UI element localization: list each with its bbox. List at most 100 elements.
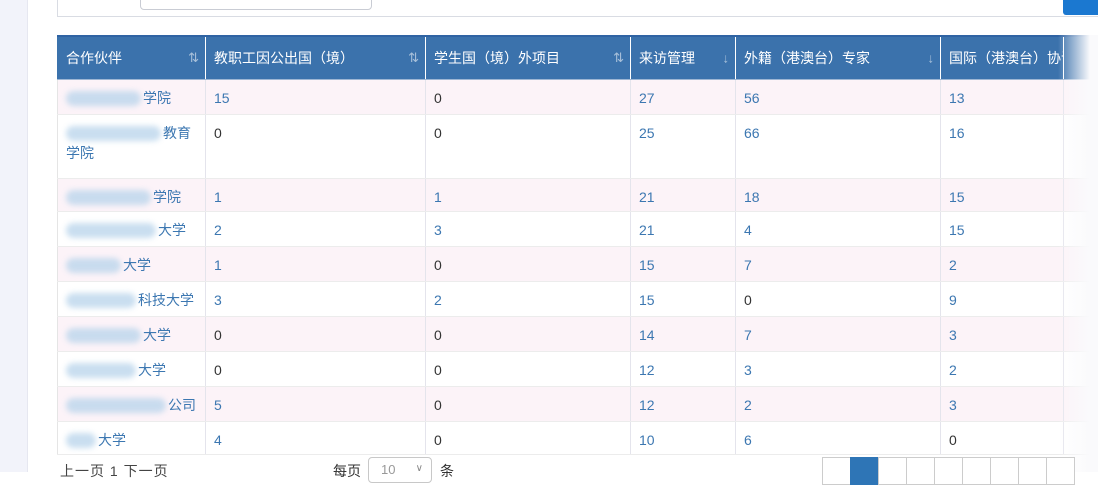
- value-cell[interactable]: 0: [426, 351, 631, 386]
- redacted-name-blur: [66, 223, 156, 238]
- partner-name-cell[interactable]: 大学: [58, 211, 206, 246]
- value-cell[interactable]: 1: [206, 178, 426, 211]
- value-cell[interactable]: 56: [736, 79, 941, 114]
- value-cell[interactable]: 0: [426, 386, 631, 421]
- partner-name-cell[interactable]: 公司: [58, 386, 206, 421]
- partner-name-cell[interactable]: 学院: [58, 178, 206, 211]
- partner-name-cell[interactable]: 大学: [58, 351, 206, 386]
- value-cell[interactable]: 1: [426, 178, 631, 211]
- table-row: 学院 1 1 21 18 15: [58, 178, 1098, 211]
- value-cell[interactable]: 1: [206, 246, 426, 281]
- page-button[interactable]: [1018, 457, 1047, 485]
- column-header-foreign-experts[interactable]: 外籍（港澳台）专家 ↓: [736, 36, 941, 79]
- value-cell[interactable]: 15: [941, 211, 1064, 246]
- value-cell[interactable]: 15: [631, 246, 736, 281]
- pagination-links[interactable]: 上一页 1 下一页: [60, 461, 169, 481]
- panel-border-vertical: [57, 0, 58, 17]
- partner-name-cell[interactable]: 教育学院: [58, 114, 206, 178]
- search-input[interactable]: [140, 0, 372, 10]
- table-row: 大学 0 0 12 3 2: [58, 351, 1098, 386]
- value-cell[interactable]: 16: [941, 114, 1064, 178]
- sort-desc-icon[interactable]: ↓: [723, 50, 730, 65]
- table-row: 大学 4 0 10 6 0: [58, 421, 1098, 454]
- partner-name-cell[interactable]: 大学: [58, 316, 206, 351]
- page-button[interactable]: [962, 457, 991, 485]
- page-button-active[interactable]: [850, 457, 879, 485]
- value-cell[interactable]: 0: [206, 114, 426, 178]
- primary-action-button[interactable]: [1063, 0, 1098, 15]
- value-cell[interactable]: 7: [736, 246, 941, 281]
- value-cell[interactable]: 12: [631, 386, 736, 421]
- value-cell[interactable]: 2: [941, 246, 1064, 281]
- page-button[interactable]: [990, 457, 1019, 485]
- value-cell[interactable]: 0: [736, 281, 941, 316]
- value-cell[interactable]: 0: [206, 316, 426, 351]
- value-cell[interactable]: 0: [426, 246, 631, 281]
- sort-icon[interactable]: ⇅: [188, 50, 199, 66]
- value-cell[interactable]: 0: [941, 421, 1064, 454]
- value-cell[interactable]: 27: [631, 79, 736, 114]
- column-header-student-programs[interactable]: 学生国（境）外项目 ⇅: [426, 36, 631, 79]
- column-header-filler: [1064, 36, 1098, 79]
- value-cell[interactable]: 2: [206, 211, 426, 246]
- column-header-staff-abroad[interactable]: 教职工因公出国（境） ⇅: [206, 36, 426, 79]
- chevron-down-icon: ∨: [416, 463, 423, 474]
- value-cell[interactable]: 4: [736, 211, 941, 246]
- value-cell[interactable]: 25: [631, 114, 736, 178]
- table-row: 大学 2 3 21 4 15: [58, 211, 1098, 246]
- sort-desc-icon[interactable]: ↓: [928, 50, 935, 65]
- per-page-label: 每页: [333, 461, 361, 481]
- value-cell[interactable]: 0: [426, 114, 631, 178]
- value-cell[interactable]: 7: [736, 316, 941, 351]
- value-cell[interactable]: 3: [426, 211, 631, 246]
- redacted-name-blur: [66, 398, 166, 413]
- partner-name-cell[interactable]: 科技大学: [58, 281, 206, 316]
- partner-name-cell[interactable]: 大学: [58, 421, 206, 454]
- value-cell[interactable]: 5: [206, 386, 426, 421]
- value-cell[interactable]: 15: [631, 281, 736, 316]
- column-header-visits[interactable]: 来访管理 ↓: [631, 36, 736, 79]
- value-cell[interactable]: 3: [736, 351, 941, 386]
- per-page-select[interactable]: 10 ∨: [368, 457, 432, 483]
- table-row: 大学 1 0 15 7 2: [58, 246, 1098, 281]
- redacted-name-blur: [66, 126, 161, 141]
- value-cell[interactable]: 3: [941, 386, 1064, 421]
- redacted-name-blur: [66, 363, 136, 378]
- value-cell[interactable]: 9: [941, 281, 1064, 316]
- value-cell[interactable]: 0: [206, 351, 426, 386]
- sort-icon[interactable]: ⇅: [613, 50, 624, 66]
- page-button-prev[interactable]: [822, 457, 851, 485]
- column-header-intl-agreements[interactable]: 国际（港澳台）协议: [941, 36, 1064, 79]
- value-cell[interactable]: 18: [736, 178, 941, 211]
- value-cell[interactable]: 6: [736, 421, 941, 454]
- value-cell[interactable]: 21: [631, 211, 736, 246]
- page-button[interactable]: [934, 457, 963, 485]
- value-cell[interactable]: 0: [426, 316, 631, 351]
- value-cell[interactable]: 0: [426, 79, 631, 114]
- column-header-partner[interactable]: 合作伙伴 ⇅: [58, 36, 206, 79]
- value-cell[interactable]: 4: [206, 421, 426, 454]
- value-cell[interactable]: 0: [426, 421, 631, 454]
- partner-name-cell[interactable]: 学院: [58, 79, 206, 114]
- value-cell[interactable]: 15: [941, 178, 1064, 211]
- page-button[interactable]: [878, 457, 907, 485]
- value-cell[interactable]: 2: [426, 281, 631, 316]
- value-cell[interactable]: 14: [631, 316, 736, 351]
- sort-icon[interactable]: ⇅: [408, 50, 419, 66]
- page-button-next[interactable]: [1046, 457, 1075, 485]
- value-cell[interactable]: 21: [631, 178, 736, 211]
- value-cell[interactable]: 10: [631, 421, 736, 454]
- redacted-name-blur: [66, 293, 136, 308]
- value-cell[interactable]: 15: [206, 79, 426, 114]
- value-cell[interactable]: 3: [206, 281, 426, 316]
- value-cell[interactable]: 2: [941, 351, 1064, 386]
- value-cell[interactable]: 13: [941, 79, 1064, 114]
- value-cell[interactable]: 3: [941, 316, 1064, 351]
- value-cell[interactable]: 66: [736, 114, 941, 178]
- redacted-name-blur: [66, 258, 121, 273]
- page-button[interactable]: [906, 457, 935, 485]
- per-page-value: 10: [381, 462, 395, 477]
- partner-name-cell[interactable]: 大学: [58, 246, 206, 281]
- value-cell[interactable]: 2: [736, 386, 941, 421]
- value-cell[interactable]: 12: [631, 351, 736, 386]
